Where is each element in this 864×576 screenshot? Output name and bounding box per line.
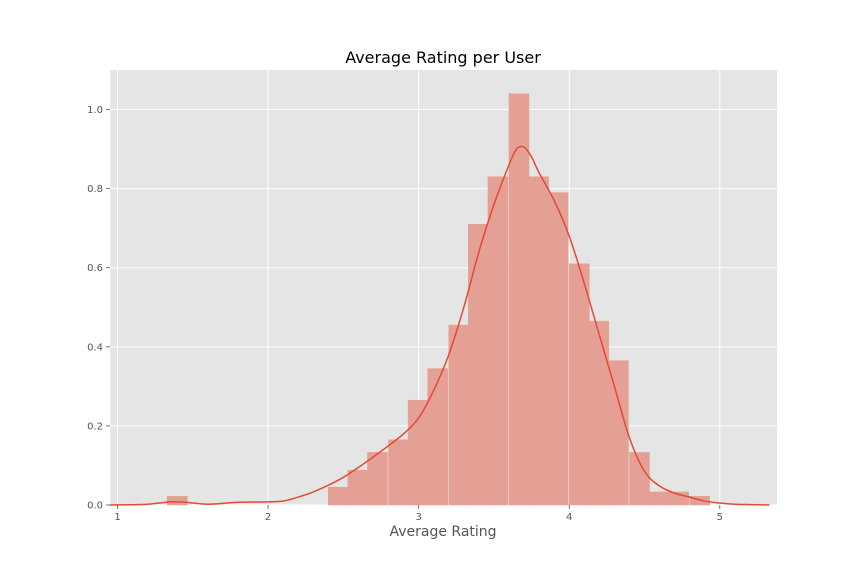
y-tick-label: 1.0 bbox=[87, 105, 103, 116]
histogram-bar bbox=[468, 223, 489, 506]
histogram-bar bbox=[689, 496, 710, 506]
kde-curve-layer bbox=[109, 145, 770, 506]
histogram-bars bbox=[166, 93, 710, 506]
histogram-bar bbox=[487, 176, 509, 506]
histogram-bar bbox=[448, 324, 470, 506]
y-tick-label: 0.8 bbox=[87, 184, 103, 195]
axis-ticks: 1 2 3 4 5 0.0 0.2 0.4 0.6 0.8 1.0 bbox=[87, 105, 723, 523]
x-tick-label: 4 bbox=[566, 512, 572, 523]
grid-lines bbox=[110, 70, 777, 506]
histogram-bar bbox=[528, 176, 549, 506]
x-tick-label: 2 bbox=[265, 512, 271, 523]
histogram-bar bbox=[568, 263, 590, 506]
histogram-bar bbox=[588, 320, 610, 506]
y-tick-label: 0.4 bbox=[87, 342, 103, 353]
chart-title: Average Rating per User bbox=[345, 48, 541, 67]
x-axis-label: Average Rating bbox=[389, 524, 496, 540]
histogram-bar bbox=[608, 360, 629, 506]
histogram-bar bbox=[328, 486, 349, 506]
histogram-bar bbox=[388, 439, 409, 506]
kde-curve bbox=[109, 145, 770, 506]
x-tick-label: 5 bbox=[717, 512, 723, 523]
histogram-bar bbox=[407, 399, 429, 506]
y-tick-label: 0.2 bbox=[87, 421, 103, 432]
y-tick-label: 0.6 bbox=[87, 263, 103, 274]
histogram-bar bbox=[547, 192, 569, 506]
histogram-bar bbox=[427, 368, 448, 506]
histogram-bar bbox=[367, 452, 388, 506]
y-tick-label: 0.0 bbox=[87, 501, 103, 512]
histogram-bar bbox=[648, 491, 670, 506]
histogram-bar bbox=[629, 452, 650, 506]
x-tick-label: 1 bbox=[114, 512, 120, 523]
histogram-bar bbox=[508, 93, 530, 506]
histogram-bar bbox=[166, 496, 188, 506]
histogram-bar bbox=[347, 469, 369, 506]
x-tick-label: 3 bbox=[415, 512, 421, 523]
